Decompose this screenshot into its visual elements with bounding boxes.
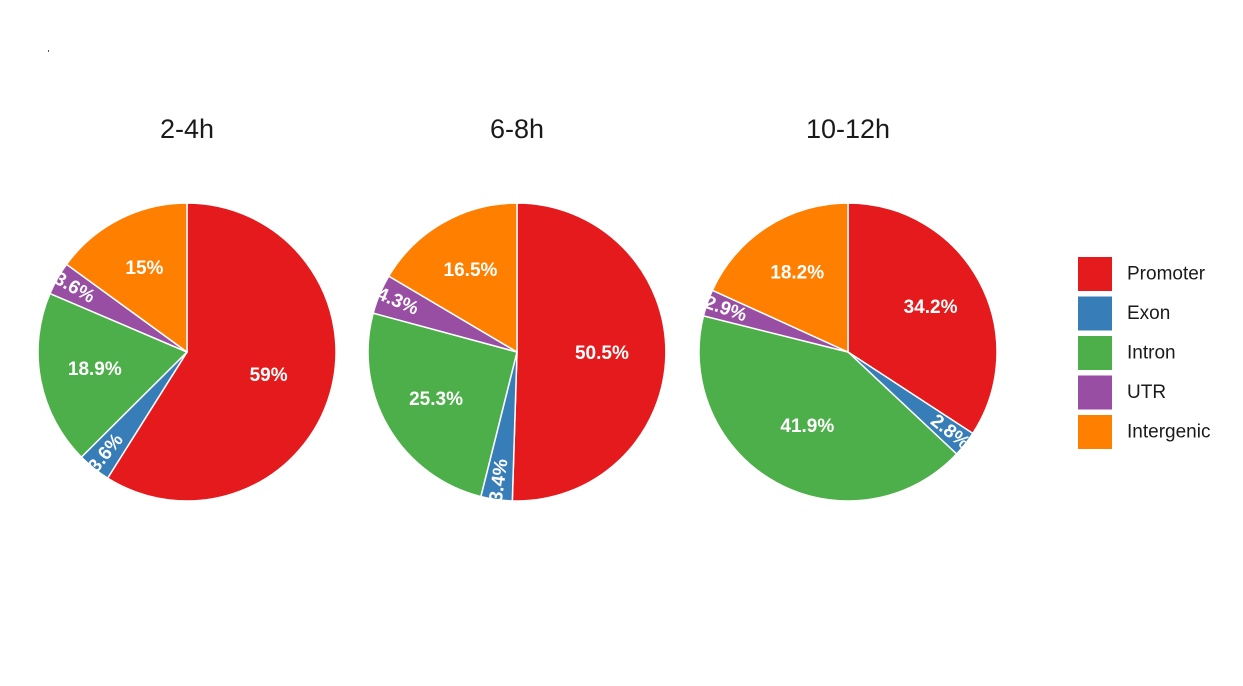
legend: Promoter Exon Intron UTR Intergenic <box>1078 257 1210 449</box>
legend-label: Intergenic <box>1127 422 1210 443</box>
legend-label: Intron <box>1127 343 1176 364</box>
legend-item-intron: Intron <box>1078 336 1176 370</box>
slice-intergenic <box>387 202 518 354</box>
legend-item-promoter: Promoter <box>1078 257 1206 291</box>
pie-title: 2-4h <box>160 114 214 144</box>
slice-promoter <box>106 202 337 502</box>
slice-label-promoter: 59% <box>250 365 288 386</box>
slice-intron <box>37 292 189 459</box>
slice-intergenic <box>711 202 849 354</box>
slice-label-intron: 18.9% <box>68 359 122 380</box>
legend-swatch <box>1078 415 1112 449</box>
legend-swatch <box>1078 257 1112 291</box>
slice-intron <box>698 314 958 502</box>
legend-swatch <box>1078 296 1112 331</box>
legend-item-utr: UTR <box>1078 375 1166 410</box>
slice-intergenic <box>65 202 188 354</box>
slice-intron <box>367 312 518 498</box>
slice-label-intergenic: 18.2% <box>770 263 824 284</box>
legend-swatch <box>1078 375 1112 410</box>
slice-label-promoter: 50.5% <box>575 343 629 364</box>
pie-title: 10-12h <box>806 114 890 144</box>
slice-label-intron: 25.3% <box>409 389 463 410</box>
slice-label-intergenic: 16.5% <box>444 260 498 281</box>
pie-title: 6-8h <box>490 114 544 144</box>
slice-promoter <box>511 202 667 502</box>
legend-item-intergenic: Intergenic <box>1078 415 1210 449</box>
legend-item-exon: Exon <box>1078 296 1170 331</box>
legend-swatch <box>1078 336 1112 370</box>
legend-label: Exon <box>1127 303 1170 324</box>
slice-label-intergenic: 15% <box>125 258 163 279</box>
legend-label: UTR <box>1127 382 1166 403</box>
slice-label-intron: 41.9% <box>780 416 834 437</box>
slice-label-promoter: 34.2% <box>904 297 958 318</box>
corner-mark <box>48 50 49 52</box>
legend-label: Promoter <box>1127 264 1206 285</box>
